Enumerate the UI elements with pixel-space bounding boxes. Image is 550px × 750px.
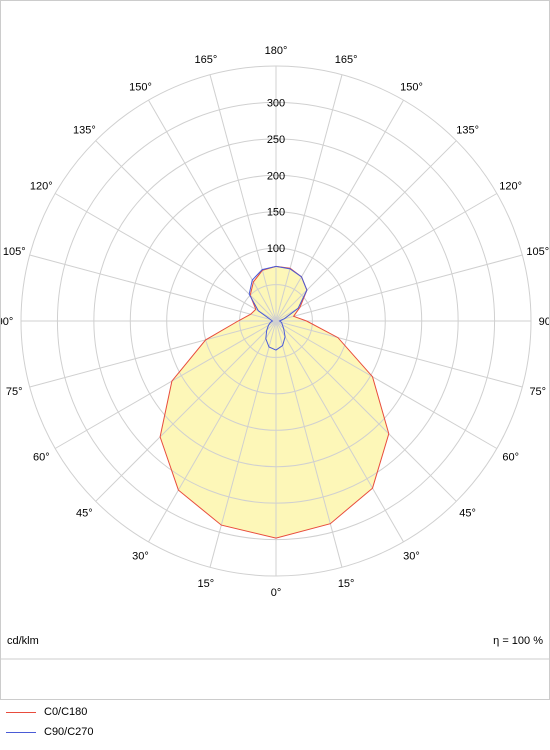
photometric-polar-chart: 100 150 200 250 300 180° 165° 150° 135° 120° 105° 9…: [0, 0, 550, 750]
svg-text:0°: 0°: [271, 587, 282, 599]
chart-area: 100 150 200 250 300 180° 165° 150° 135° 120° 105° 9…: [0, 0, 550, 700]
svg-text:150°: 150°: [129, 81, 152, 93]
polar-svg: 100 150 200 250 300 180° 165° 150° 135° 120° 105° 9…: [1, 1, 549, 681]
svg-text:300: 300: [267, 97, 285, 109]
unit-label: cd/klm: [7, 635, 39, 647]
legend-item: C0/C180: [6, 704, 94, 720]
svg-text:45°: 45°: [459, 508, 476, 520]
svg-text:100: 100: [267, 243, 285, 255]
legend-swatch: [6, 732, 36, 733]
svg-text:135°: 135°: [456, 124, 479, 136]
efficiency-label: η = 100 %: [493, 635, 543, 647]
svg-text:150°: 150°: [400, 81, 423, 93]
legend-label: C0/C180: [44, 706, 87, 718]
legend-item: C90/C270: [6, 724, 94, 740]
legend: C0/C180 C90/C270: [6, 704, 94, 750]
svg-text:15°: 15°: [198, 578, 215, 590]
legend-swatch: [6, 712, 36, 713]
svg-text:200: 200: [267, 170, 285, 182]
svg-text:30°: 30°: [403, 551, 420, 563]
svg-text:105°: 105°: [3, 246, 26, 258]
svg-text:15°: 15°: [338, 578, 355, 590]
svg-text:90°: 90°: [1, 316, 13, 328]
svg-text:135°: 135°: [73, 124, 96, 136]
svg-text:75°: 75°: [6, 386, 23, 398]
svg-text:60°: 60°: [33, 452, 50, 464]
svg-text:165°: 165°: [335, 54, 358, 66]
svg-text:165°: 165°: [194, 54, 217, 66]
svg-text:105°: 105°: [526, 246, 549, 258]
svg-text:60°: 60°: [502, 452, 519, 464]
svg-text:90°: 90°: [539, 316, 549, 328]
svg-text:120°: 120°: [499, 181, 522, 193]
svg-text:250: 250: [267, 134, 285, 146]
svg-text:180°: 180°: [265, 45, 288, 57]
svg-text:45°: 45°: [76, 508, 93, 520]
svg-text:75°: 75°: [529, 386, 546, 398]
svg-text:120°: 120°: [30, 181, 53, 193]
svg-text:150: 150: [267, 207, 285, 219]
svg-text:30°: 30°: [132, 551, 149, 563]
legend-label: C90/C270: [44, 726, 94, 738]
